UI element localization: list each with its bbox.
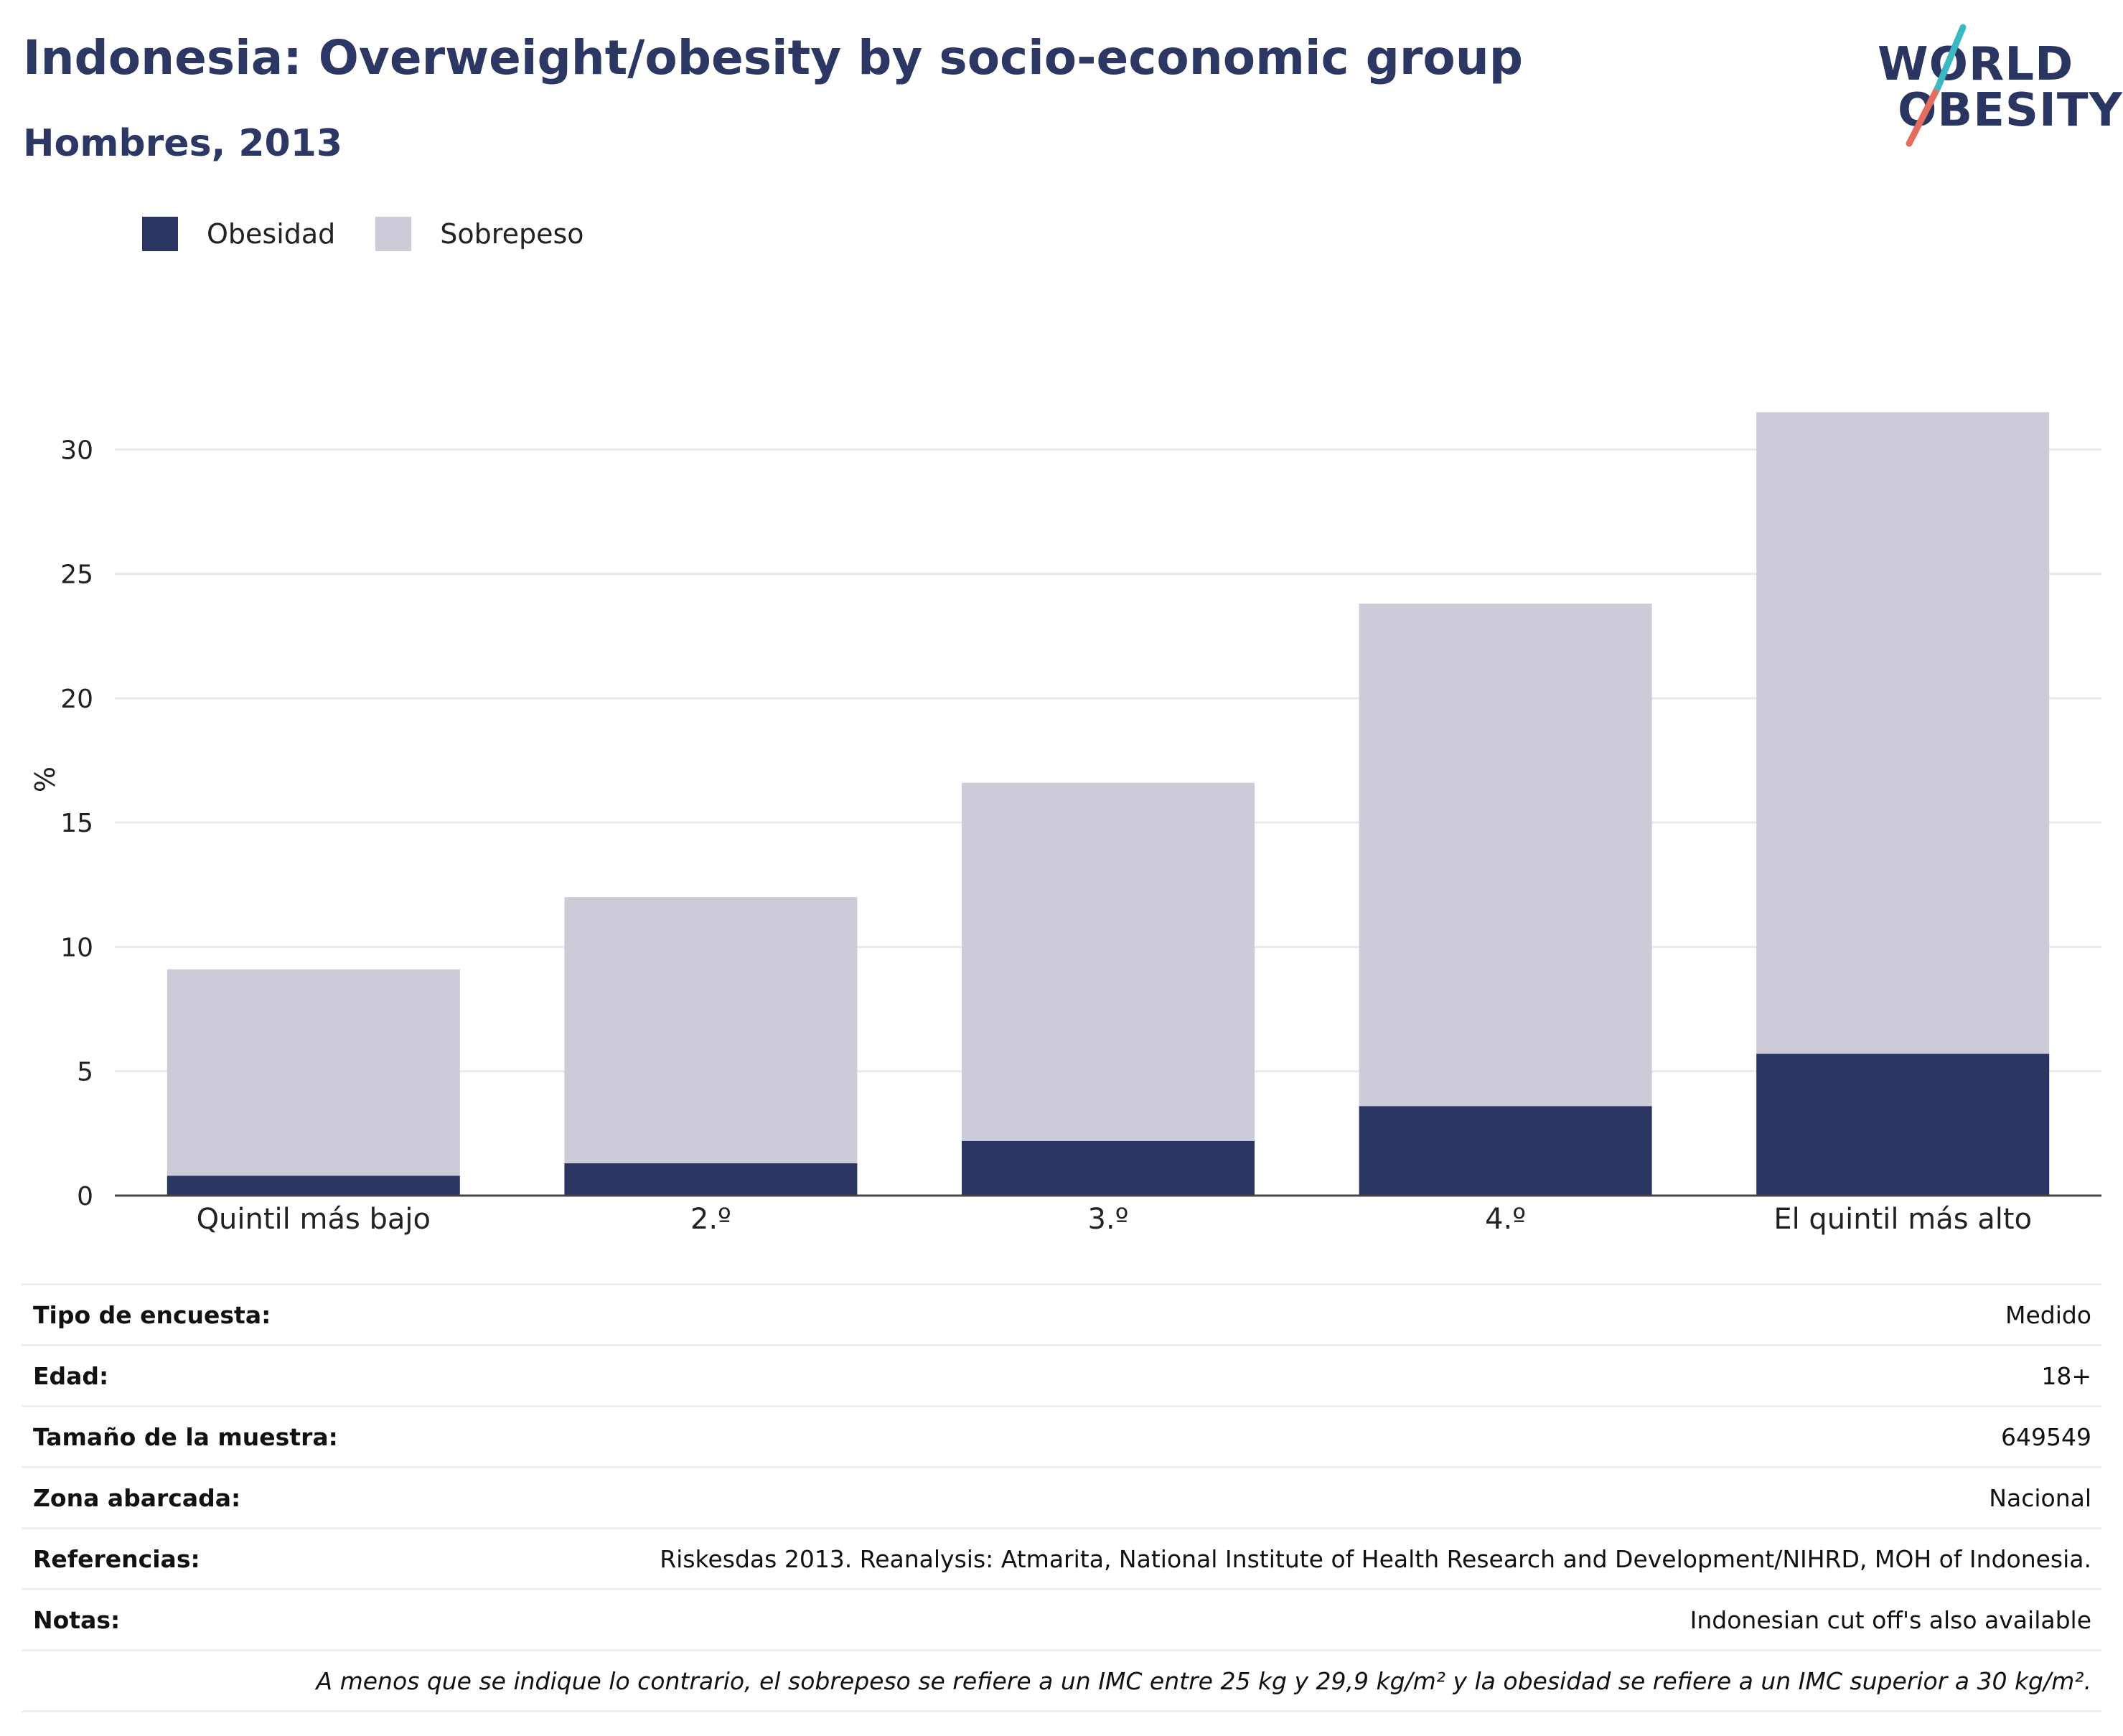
y-tick-label: 25 bbox=[60, 560, 93, 590]
meta-key: Tipo de encuesta: bbox=[33, 1300, 271, 1329]
legend-swatch-obesity bbox=[142, 217, 178, 251]
legend-swatch-overweight bbox=[375, 217, 412, 251]
y-axis-label: % bbox=[29, 766, 61, 792]
bar-chart: 0 5 10 15 20 25 30% Quintil más bajo 2.º 3.º 4.º El… bbox=[29, 412, 2101, 1236]
meta-value: 18+ bbox=[2041, 1361, 2091, 1390]
bar-obesity bbox=[962, 1140, 1255, 1196]
meta-value: Riskesdas 2013. Reanalysis: Atmarita, Na… bbox=[660, 1544, 2091, 1573]
x-tick-label: 4.º bbox=[1485, 1203, 1526, 1236]
survey-info-table: Tipo de encuesta: Medido Edad: 18+ Tamañ… bbox=[22, 1283, 2101, 1712]
bar-obesity bbox=[1359, 1106, 1652, 1196]
meta-row-sample-size: Tamaño de la muestra: 649549 bbox=[22, 1405, 2101, 1466]
y-tick-label: 0 bbox=[77, 1182, 93, 1211]
meta-row-notes: Notas: Indonesian cut off's also availab… bbox=[22, 1588, 2101, 1649]
bar-overweight bbox=[167, 969, 460, 1176]
x-tick-label: El quintil más alto bbox=[1773, 1203, 2032, 1236]
y-tick-label: 30 bbox=[60, 436, 93, 465]
chart-title: Indonesia: Overweight/obesity by socio-e… bbox=[23, 30, 1523, 85]
legend-label-overweight: Sobrepeso bbox=[440, 218, 584, 250]
y-tick-label: 10 bbox=[60, 933, 93, 962]
bar-overweight bbox=[1359, 604, 1652, 1107]
meta-key: Referencias: bbox=[33, 1544, 200, 1573]
meta-row-age: Edad: 18+ bbox=[22, 1344, 2101, 1405]
y-tick-label: 5 bbox=[77, 1058, 93, 1087]
meta-row-area: Zona abarcada: Nacional bbox=[22, 1466, 2101, 1527]
meta-key: Notas: bbox=[33, 1605, 121, 1634]
y-tick-label: 15 bbox=[60, 809, 93, 838]
legend-item-overweight[interactable]: Sobrepeso bbox=[375, 217, 584, 251]
meta-value: Medido bbox=[2005, 1300, 2091, 1329]
bar-obesity bbox=[1756, 1054, 2050, 1196]
meta-key: Edad: bbox=[33, 1361, 109, 1390]
bar-overweight bbox=[962, 782, 1255, 1141]
chart-legend: Obesidad Sobrepeso bbox=[142, 212, 624, 255]
chart-subtitle: Hombres, 2013 bbox=[23, 122, 343, 165]
x-tick-label: 2.º bbox=[690, 1203, 731, 1236]
meta-key: Zona abarcada: bbox=[33, 1483, 241, 1512]
meta-value: 649549 bbox=[2001, 1422, 2091, 1451]
meta-row-survey-type: Tipo de encuesta: Medido bbox=[22, 1283, 2101, 1344]
meta-value: Nacional bbox=[1989, 1483, 2091, 1512]
y-tick-label: 20 bbox=[60, 685, 93, 714]
meta-value: Indonesian cut off's also available bbox=[1690, 1605, 2091, 1634]
footnote: A menos que se indique lo contrario, el … bbox=[22, 1649, 2101, 1712]
bar-obesity bbox=[167, 1176, 460, 1196]
meta-key: Tamaño de la muestra: bbox=[33, 1422, 338, 1451]
meta-row-references: Referencias: Riskesdas 2013. Reanalysis:… bbox=[22, 1527, 2101, 1588]
bar-obesity bbox=[564, 1163, 858, 1196]
bar-overweight bbox=[564, 897, 858, 1163]
legend-item-obesity[interactable]: Obesidad bbox=[142, 217, 335, 251]
world-obesity-logo[interactable]: WORLD OBESITY bbox=[1866, 22, 2122, 151]
logo-word-world: WORLD bbox=[1878, 38, 2074, 91]
x-tick-label: Quintil más bajo bbox=[197, 1203, 431, 1236]
legend-label-obesity: Obesidad bbox=[207, 218, 336, 250]
bar-overweight bbox=[1756, 412, 2050, 1054]
logo-slash-icon bbox=[1906, 24, 1967, 147]
x-tick-label: 3.º bbox=[1087, 1203, 1128, 1236]
